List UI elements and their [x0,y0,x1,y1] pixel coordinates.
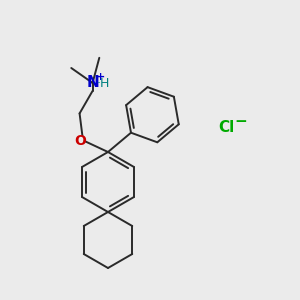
Text: +: + [96,72,105,82]
Text: N: N [86,75,99,90]
Text: O: O [74,134,86,148]
Text: −: − [234,115,247,130]
Text: Cl: Cl [218,121,234,136]
Text: ·H: ·H [97,77,110,90]
